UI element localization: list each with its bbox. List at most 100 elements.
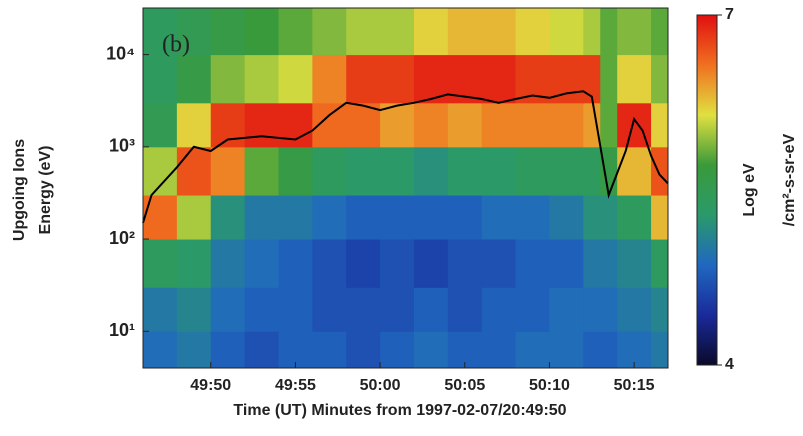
heatmap-cell — [312, 146, 347, 196]
heatmap-cell — [617, 195, 652, 240]
heatmap-cell — [481, 102, 517, 148]
heatmap-cell — [143, 239, 178, 288]
heatmap-cell — [210, 102, 246, 148]
heatmap-cell — [515, 102, 550, 148]
heatmap-cell — [278, 8, 313, 56]
heatmap-cell — [617, 146, 652, 196]
heatmap-cell — [600, 287, 618, 332]
heatmap-cell — [515, 239, 550, 288]
heatmap-cell — [549, 287, 584, 332]
heatmap-cell — [651, 8, 669, 56]
heatmap-cell — [244, 239, 279, 288]
heatmap-cell — [549, 331, 584, 369]
heatmap-cell — [651, 146, 669, 196]
heatmap-cell — [600, 8, 618, 56]
heatmap-cell — [176, 146, 212, 196]
heatmap-cell — [346, 239, 381, 288]
heatmap-cell — [413, 287, 449, 332]
heatmap-cell — [549, 239, 584, 288]
y-tick-label: 10⁴ — [106, 43, 135, 63]
heatmap-cell — [244, 331, 279, 369]
heatmap-cell — [143, 54, 178, 104]
heatmap-cell — [278, 287, 313, 332]
x-tick-label: 50:15 — [614, 377, 655, 394]
heatmap-cell — [651, 331, 669, 369]
heatmap-cell — [481, 8, 517, 56]
heatmap-cell — [617, 239, 652, 288]
plot-frame — [142, 7, 669, 369]
heatmap-cell — [210, 54, 246, 104]
heatmap-cell — [515, 146, 550, 196]
colorbar-label: Log eV — [741, 163, 758, 217]
heatmap-cell — [278, 239, 313, 288]
heatmap-cell — [583, 239, 601, 288]
heatmap-cell — [278, 102, 313, 148]
heatmap-cell — [600, 102, 618, 148]
heatmap-cell — [583, 195, 601, 240]
heatmap-cell — [583, 102, 601, 148]
heatmap-cell — [176, 287, 212, 332]
heatmap-cell — [583, 331, 601, 369]
heatmap-cell — [549, 54, 584, 104]
heatmap-cell — [143, 102, 178, 148]
heatmap-cell — [617, 8, 652, 56]
x-tick-label: 49:55 — [275, 377, 316, 394]
heatmap-cell — [312, 195, 347, 240]
heatmap-cell — [346, 54, 381, 104]
heatmap-cell — [346, 102, 381, 148]
heatmap-cell — [515, 331, 550, 369]
heatmap-cell — [549, 195, 584, 240]
heatmap-cell — [278, 54, 313, 104]
heatmap-cell — [447, 8, 483, 56]
heatmap-cell — [651, 287, 669, 332]
heatmap-cell — [380, 146, 415, 196]
heatmap-cell — [312, 54, 347, 104]
heatmap-cell — [481, 331, 517, 369]
heatmap-cell — [413, 102, 449, 148]
heatmap-cell — [413, 239, 449, 288]
heatmap-cell — [600, 331, 618, 369]
heatmap-cell — [312, 239, 347, 288]
y-tick-label: 10¹ — [109, 320, 135, 340]
x-tick-label: 50:10 — [529, 377, 570, 394]
heatmap-cell — [481, 195, 517, 240]
heatmap-cell — [600, 195, 618, 240]
heatmap-cell — [583, 54, 601, 104]
heatmap-cell — [380, 331, 415, 369]
heatmap-cell — [176, 102, 212, 148]
heatmap-cell — [447, 195, 483, 240]
heatmap — [143, 8, 669, 369]
colorbar-tick-label: 7 — [725, 6, 734, 23]
heatmap-cell — [380, 195, 415, 240]
heatmap-cell — [244, 195, 279, 240]
heatmap-cell — [413, 146, 449, 196]
heatmap-cell — [143, 146, 178, 196]
heatmap-cell — [143, 8, 178, 56]
heatmap-cell — [244, 146, 279, 196]
heatmap-cell — [380, 8, 415, 56]
heatmap-cell — [515, 287, 550, 332]
heatmap-cell — [278, 146, 313, 196]
heatmap-cell — [346, 331, 381, 369]
x-axis-label: Time (UT) Minutes from 1997-02-07/20:49:… — [233, 402, 566, 419]
colorbar-label: /cm²-s-sr-eV — [781, 133, 798, 226]
heatmap-cell — [447, 146, 483, 196]
heatmap-cell — [210, 331, 246, 369]
heatmap-cell — [176, 8, 212, 56]
heatmap-cell — [176, 331, 212, 369]
heatmap-cell — [515, 195, 550, 240]
heatmap-cell — [600, 54, 618, 104]
heatmap-cell — [278, 195, 313, 240]
heatmap-cell — [481, 54, 517, 104]
heatmap-cell — [413, 195, 449, 240]
heatmap-cell — [447, 102, 483, 148]
colorbar-tick-label: 4 — [725, 356, 734, 373]
heatmap-cell — [617, 54, 652, 104]
heatmap-cell — [176, 239, 212, 288]
heatmap-cell — [515, 8, 550, 56]
heatmap-cell — [413, 331, 449, 369]
heatmap-cell — [143, 331, 178, 369]
heatmap-cell — [244, 54, 279, 104]
x-tick-label: 50:05 — [444, 377, 485, 394]
